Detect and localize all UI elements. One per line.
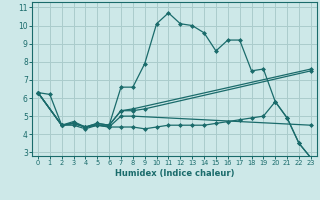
X-axis label: Humidex (Indice chaleur): Humidex (Indice chaleur): [115, 169, 234, 178]
